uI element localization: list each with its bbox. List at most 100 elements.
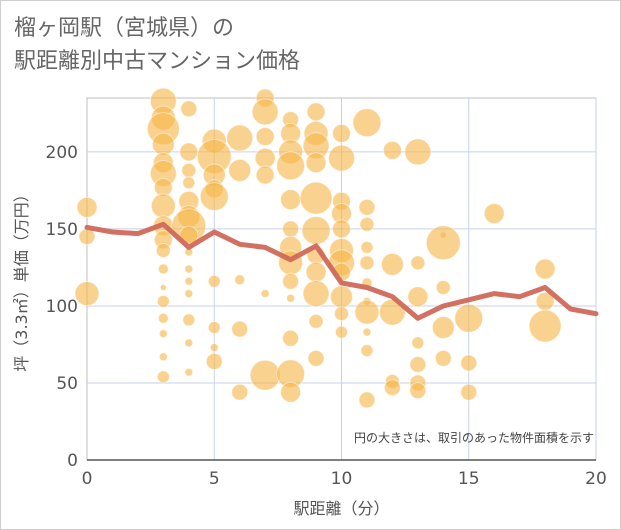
average-price-line <box>84 221 599 321</box>
bubble-point <box>301 215 331 245</box>
bubble-point <box>410 255 426 271</box>
chart-title: 榴ヶ岡駅（宮城県）の 駅距離別中古マンション価格 <box>14 12 300 78</box>
bubble-point <box>299 181 333 215</box>
bubble-size-note: 円の大きさは、取引のあった物件面積を示す <box>354 430 594 445</box>
title-line-1: 榴ヶ岡駅（宮城県）の <box>14 16 235 41</box>
bubble-point <box>308 313 324 329</box>
bubble-point <box>358 391 376 409</box>
bubble-point <box>226 124 254 152</box>
bubble-point <box>434 349 452 367</box>
bubble-point <box>435 279 451 295</box>
bubble-point <box>249 359 281 391</box>
bubble-point <box>209 343 219 353</box>
bubble-point <box>383 379 401 397</box>
bubble-point <box>335 325 348 339</box>
bubble-point <box>359 216 375 232</box>
x-tick-label: 0 <box>82 469 93 489</box>
bubble-point <box>199 182 229 212</box>
bubble-point <box>156 294 170 308</box>
y-tick-label: 150 <box>46 220 78 240</box>
bubble-point <box>407 286 429 308</box>
bubble-point <box>280 189 302 211</box>
bubble-point <box>328 144 355 172</box>
bubble-point <box>182 313 196 327</box>
bubble-point <box>286 293 296 303</box>
y-axis-title: 坪（3.3㎡）単価（万円） <box>12 186 31 371</box>
bubble-point <box>302 280 330 308</box>
bubble-point <box>382 140 402 160</box>
bubble-point <box>74 281 100 307</box>
bubble-point <box>180 100 198 118</box>
bubble-point <box>179 142 199 162</box>
y-tick-label: 50 <box>56 374 78 394</box>
bubble-point <box>334 306 349 322</box>
bubble-point <box>158 352 168 362</box>
bubble-point <box>282 220 300 238</box>
bubble-layer <box>74 87 562 409</box>
bubble-point <box>184 276 194 286</box>
bubble-point <box>460 354 478 372</box>
bubble-point <box>282 272 300 290</box>
bubble-point <box>207 274 221 288</box>
bubble-point <box>360 344 374 358</box>
bubble-point <box>78 228 96 246</box>
bubble-point <box>231 383 249 401</box>
bubble-point <box>380 252 404 276</box>
bubble-point <box>184 289 194 299</box>
y-tick-label: 100 <box>46 297 78 317</box>
bubble-point <box>330 285 353 309</box>
bubble-point <box>255 165 275 185</box>
x-tick-label: 20 <box>585 469 607 489</box>
bubble-point <box>352 108 382 138</box>
x-axis-title: 駅距離（分） <box>293 499 389 518</box>
bubble-point <box>76 196 98 218</box>
bubble-point <box>305 152 327 174</box>
bubble-point <box>182 176 196 190</box>
bubble-point <box>354 299 380 325</box>
bubble-point <box>181 162 197 178</box>
bubble-point <box>454 303 484 333</box>
bubble-point <box>184 367 194 377</box>
bubble-point <box>332 219 351 239</box>
bubble-point <box>528 309 562 343</box>
bubble-point <box>231 320 249 338</box>
bubble-point <box>409 355 427 373</box>
bubble-point <box>228 158 252 182</box>
bubble-point <box>150 193 176 219</box>
y-tick-label: 200 <box>46 143 78 163</box>
bubble-point <box>156 370 170 384</box>
bubble-point <box>158 329 168 339</box>
trend-line-layer <box>84 221 599 321</box>
title-line-2: 駅距離別中古マンション価格 <box>14 49 301 74</box>
x-tick-label: 10 <box>331 469 353 489</box>
bubble-point <box>205 352 223 370</box>
bubble-point <box>184 338 194 348</box>
bubble-point <box>251 98 279 126</box>
bubble-point <box>534 258 556 280</box>
bubble-point <box>404 138 432 166</box>
bubble-point <box>254 147 276 169</box>
bubble-point <box>358 198 376 216</box>
bubble-point <box>359 255 375 271</box>
bubble-point <box>362 327 372 337</box>
bubble-point <box>159 283 167 291</box>
bubble-point <box>207 321 221 335</box>
bubble-point <box>155 243 171 259</box>
bubble-point <box>255 127 275 147</box>
x-tick-label: 5 <box>209 469 220 489</box>
bubble-point <box>483 203 505 225</box>
bubble-point <box>157 263 169 275</box>
bubble-point <box>306 102 326 122</box>
bubble-point <box>280 381 302 403</box>
y-tick-label: 0 <box>67 451 78 471</box>
bubble-point <box>157 312 169 324</box>
bubble-point <box>411 336 425 350</box>
bubble-point <box>431 316 455 340</box>
bubble-point <box>409 382 427 400</box>
bubble-point <box>307 349 325 367</box>
bubble-point <box>332 123 351 143</box>
bubble-point <box>260 289 270 299</box>
bubble-point <box>184 264 194 274</box>
